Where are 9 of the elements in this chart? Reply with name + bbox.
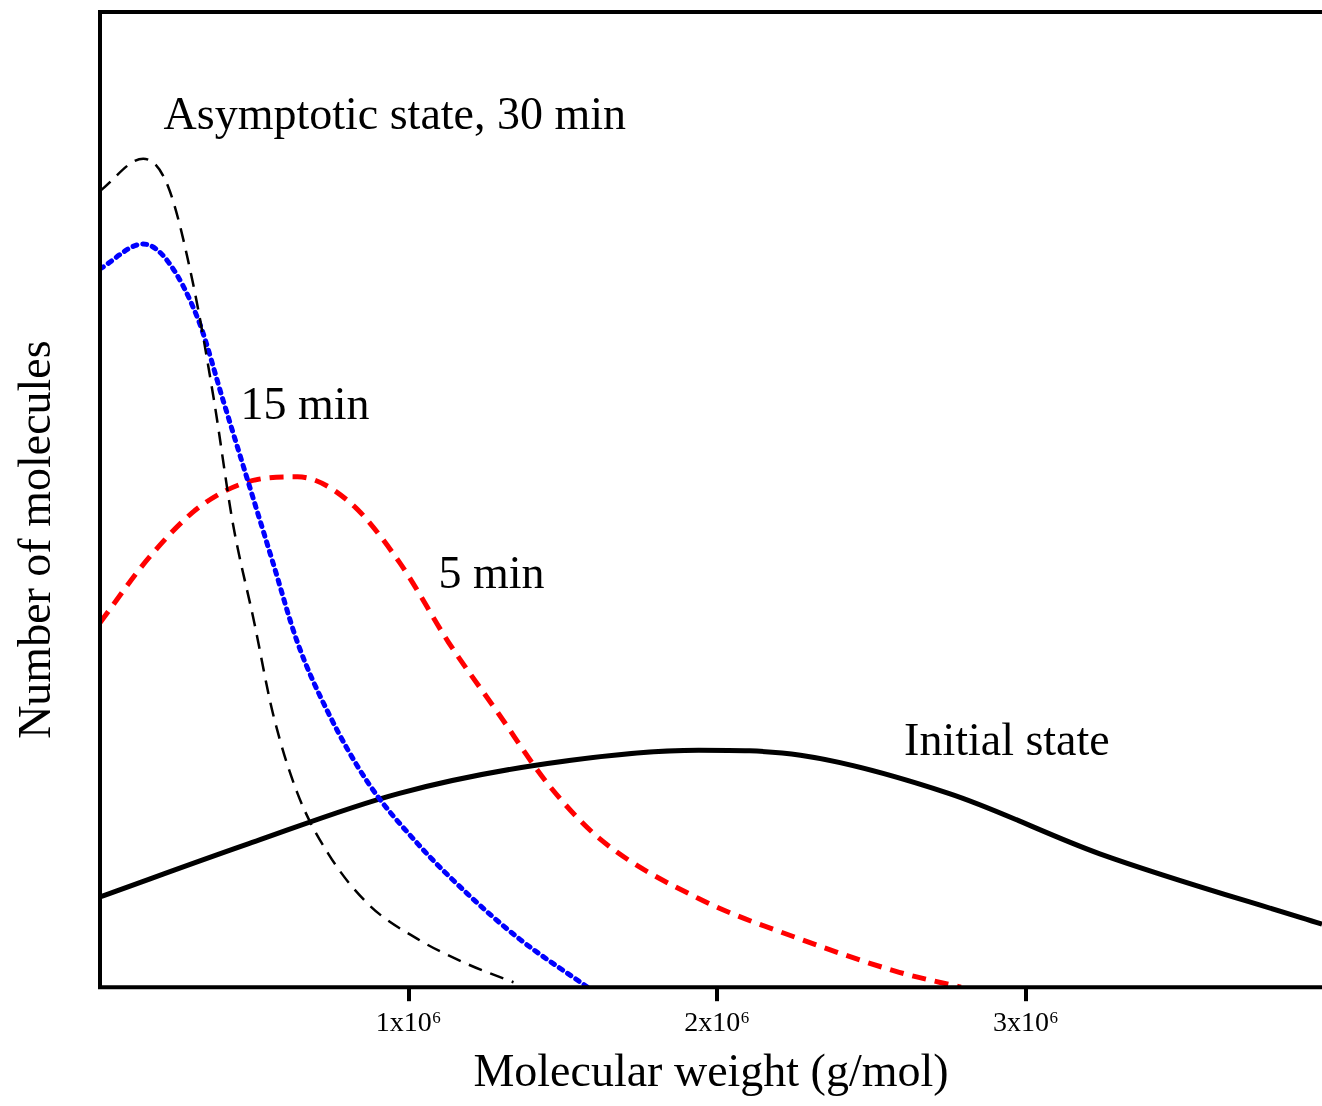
x-tick-label: 2x10⁶ — [684, 1006, 751, 1038]
annotation: 15 min — [240, 378, 370, 430]
x-axis-title: Molecular weight (g/mol) — [473, 1045, 949, 1097]
text: Asymptotic state, 30 min — [163, 88, 627, 140]
y-axis-title: Number of molecules — [9, 340, 61, 739]
annotation: 5 min — [438, 546, 545, 598]
annotation: Initial state — [904, 714, 1110, 766]
x-tick-label: 3x10⁶ — [992, 1006, 1059, 1038]
x-tick-label: 1x10⁶ — [375, 1006, 442, 1038]
